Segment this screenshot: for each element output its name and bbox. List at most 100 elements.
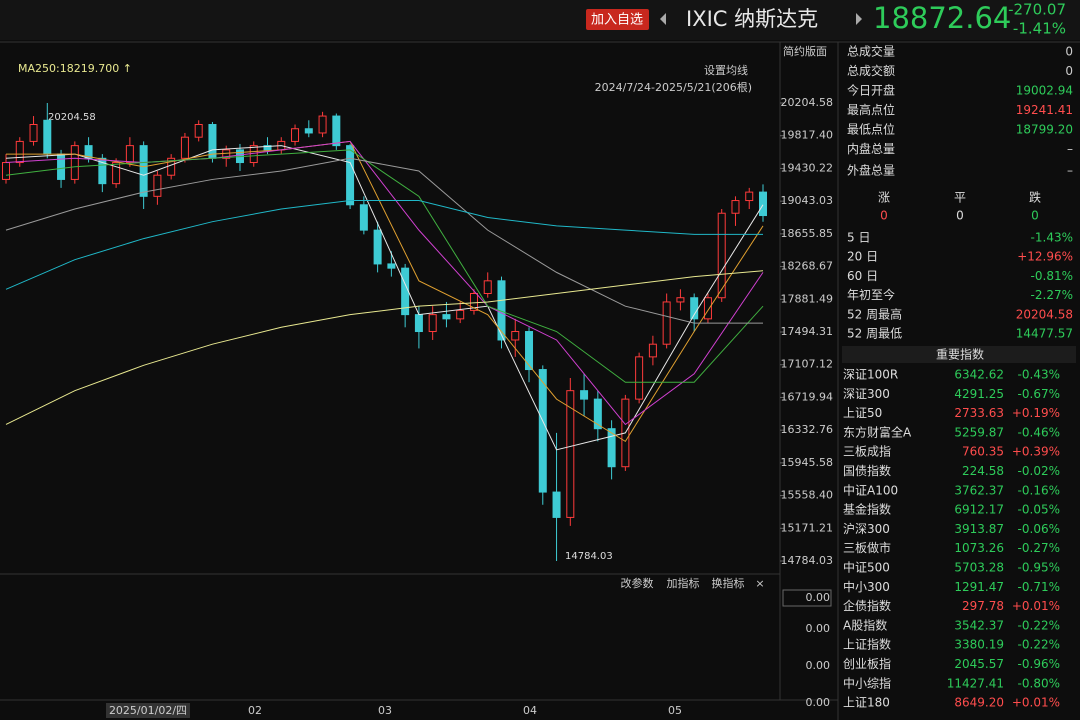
prev-arrow[interactable] [660, 13, 666, 25]
ma-setting[interactable]: 设置均线 [704, 63, 748, 77]
candle-body [745, 191, 754, 202]
y-tick-label: 19817.40 [781, 129, 834, 142]
y-tick-label: 17107.12 [781, 358, 834, 371]
index-name[interactable]: 三板成指 [843, 444, 891, 459]
index-name[interactable]: 深证100R [843, 368, 898, 382]
stat-label: 今日开盘 [847, 83, 895, 98]
indicator-tick: 0.00 [806, 622, 831, 635]
candle-body [593, 398, 602, 430]
stat-value: 19241.41 [1016, 103, 1073, 117]
next-arrow[interactable] [856, 13, 862, 25]
candle-body [469, 293, 478, 311]
indicator-button[interactable]: 换指标 [712, 576, 745, 590]
y-tick-label: 15558.40 [781, 489, 834, 502]
indicator-button[interactable]: 改参数 [621, 576, 654, 590]
y-tick-label: 20204.58 [781, 96, 834, 109]
candle-body [346, 145, 355, 206]
index-change: -0.16% [1018, 483, 1060, 497]
candle-body [525, 331, 534, 371]
index-name[interactable]: 沪深300 [843, 522, 890, 536]
candle-body [690, 297, 699, 320]
return-value: 20204.58 [1016, 307, 1073, 321]
index-name[interactable]: A股指数 [843, 617, 887, 632]
y-tick-label: 19043.03 [781, 194, 834, 207]
index-name[interactable]: 上证180 [843, 696, 890, 710]
indicator-button[interactable]: × [755, 577, 764, 590]
y-tick-label: 18268.67 [781, 260, 834, 273]
index-name[interactable]: 中证A100 [843, 482, 898, 497]
candle-body [717, 212, 726, 299]
stat-value: 18799.20 [1016, 123, 1073, 137]
section-header [842, 346, 1076, 363]
return-label: 52 周最低 [847, 327, 902, 341]
stat-value: – [1067, 142, 1073, 156]
candle-body [291, 128, 300, 142]
candle-body [208, 124, 217, 159]
price: 18872.64 [873, 1, 1011, 35]
stat-label: 外盘总量 [847, 163, 895, 178]
y-tick-label: 15171.21 [781, 521, 834, 534]
x-tick-label: 05 [668, 704, 682, 717]
index-name[interactable]: 中证500 [843, 560, 890, 575]
x-tick-label: 04 [523, 704, 537, 717]
change-pct: -1.41% [1013, 20, 1066, 38]
candle-body [442, 314, 451, 320]
index-name[interactable]: 中小300 [843, 579, 890, 594]
symbol: IXIC 纳斯达克 [686, 7, 818, 31]
index-change: -0.95% [1018, 561, 1060, 575]
add-watch-button[interactable] [586, 9, 649, 30]
index-change: -0.05% [1018, 503, 1060, 517]
candle-body [29, 124, 38, 142]
index-change: -0.27% [1018, 541, 1060, 555]
index-name[interactable]: 基金指数 [843, 502, 891, 517]
index-change: -0.43% [1018, 368, 1060, 382]
candle-body [304, 128, 313, 134]
return-label: 60 日 [847, 269, 878, 283]
index-value: 6342.62 [954, 368, 1004, 382]
return-label: 52 周最高 [847, 306, 902, 321]
candle-body [607, 428, 616, 468]
index-name[interactable]: 上证50 [843, 406, 882, 420]
index-name[interactable]: 上证指数 [843, 637, 891, 652]
y-tick-label: 16719.94 [781, 390, 834, 403]
button-label[interactable]: 加入自选 [591, 13, 643, 28]
return-value: +12.96% [1017, 250, 1073, 264]
ma-line [5, 270, 764, 425]
breadth-label: 平 [954, 191, 966, 205]
index-value: 1291.47 [954, 580, 1004, 594]
layout-label[interactable]: 简约版面 [783, 44, 827, 58]
y-tick-label: 16332.76 [781, 423, 834, 436]
index-change: -0.02% [1018, 464, 1060, 478]
indicator-tick: 0.00 [806, 591, 831, 604]
index-value: 5259.87 [954, 425, 1004, 439]
return-label: 年初至今 [847, 287, 895, 302]
value-box [782, 589, 832, 607]
section-title: 重要指数 [936, 347, 984, 362]
candle-body [552, 491, 561, 518]
index-change: +0.39% [1012, 445, 1060, 459]
y-tick-label: 19430.22 [781, 161, 834, 174]
candle-body [180, 136, 189, 159]
index-name[interactable]: 创业板指 [843, 656, 891, 671]
breadth-value: 0 [1031, 209, 1039, 223]
index-change: -0.71% [1018, 580, 1060, 594]
index-value: 3913.87 [954, 522, 1004, 536]
stat-label: 内盘总量 [847, 141, 895, 156]
header-bar [0, 0, 1080, 40]
index-name[interactable]: 深证300 [843, 387, 890, 401]
ma-line [5, 145, 764, 451]
x-tick-label: 2025/01/02/四 [109, 704, 187, 717]
x-tick-label: 03 [378, 704, 392, 717]
indicator-button[interactable]: 加指标 [667, 576, 700, 590]
candle-body [648, 343, 657, 358]
return-value: 14477.57 [1016, 327, 1073, 341]
index-name[interactable]: 东方财富全A [843, 424, 912, 439]
candle-body [676, 297, 685, 303]
index-name[interactable]: 三板做市 [843, 540, 891, 555]
index-name[interactable]: 中小综指 [843, 675, 891, 690]
index-change: -0.22% [1018, 618, 1060, 632]
candle-body [731, 200, 740, 214]
index-name[interactable]: 企债指数 [843, 598, 891, 613]
index-name[interactable]: 国债指数 [843, 463, 891, 478]
